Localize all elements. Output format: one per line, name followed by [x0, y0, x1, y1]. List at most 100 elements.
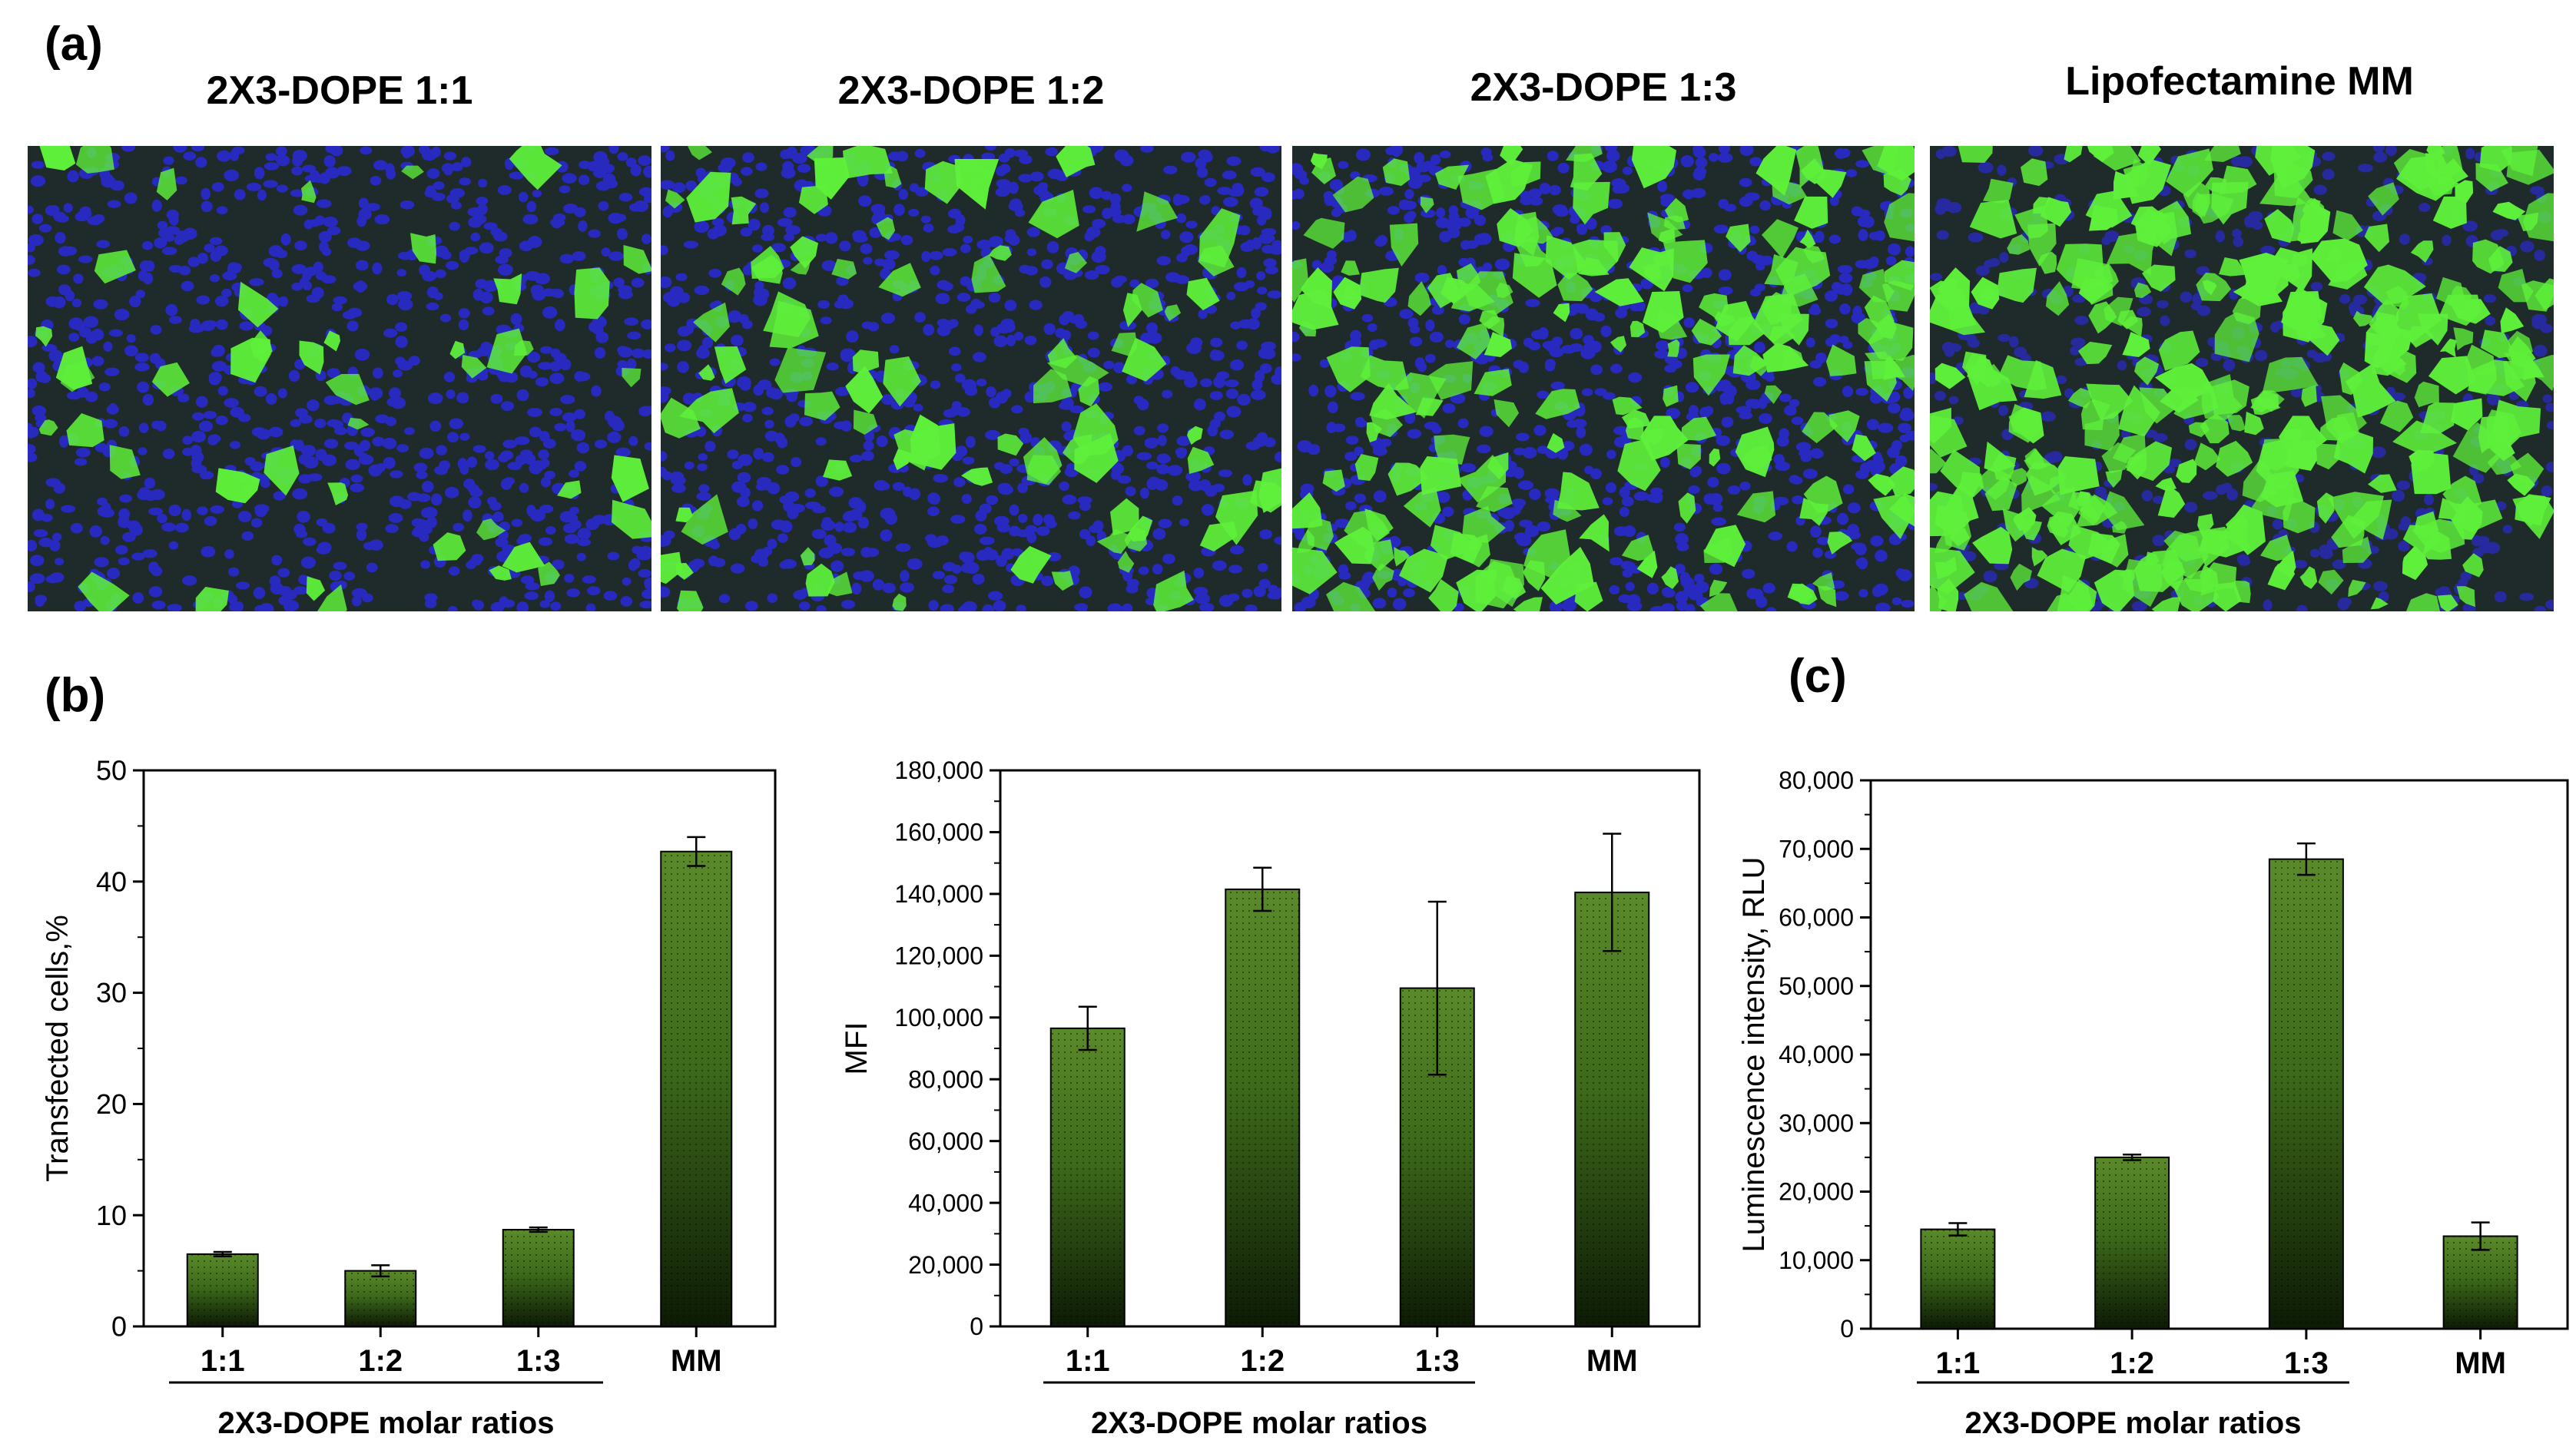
- y-tick-label: 80,000: [1779, 767, 1854, 794]
- nucleus: [1718, 379, 1732, 392]
- nucleus: [1694, 581, 1709, 594]
- nucleus: [408, 356, 420, 366]
- nucleus: [1899, 434, 1910, 443]
- nucleus: [1156, 423, 1169, 433]
- nucleus: [1258, 578, 1271, 589]
- nucleus: [370, 175, 382, 186]
- transfected-cell: [1691, 318, 1722, 346]
- transfected-cell: [893, 449, 913, 471]
- transfected-cell: [2370, 597, 2389, 610]
- nucleus: [1544, 488, 1560, 499]
- nucleus: [1126, 584, 1139, 594]
- nucleus: [1026, 227, 1040, 237]
- nucleus: [952, 565, 962, 574]
- nucleus: [61, 505, 76, 513]
- nucleus: [1238, 319, 1254, 329]
- nucleus: [1250, 389, 1266, 400]
- nucleus: [1750, 399, 1762, 409]
- nucleus: [1292, 220, 1301, 230]
- transfected-cell: [1122, 293, 1142, 327]
- nucleus: [1442, 506, 1454, 517]
- nucleus: [502, 439, 518, 449]
- nucleus: [1870, 535, 1884, 547]
- nucleus: [1585, 308, 1599, 321]
- nucleus: [518, 191, 529, 203]
- nucleus: [785, 225, 801, 235]
- nucleus: [354, 348, 370, 361]
- nucleus: [1039, 276, 1052, 288]
- nucleus: [73, 273, 84, 284]
- nucleus: [422, 506, 438, 518]
- nucleus: [900, 570, 910, 582]
- nucleus: [273, 491, 286, 501]
- nucleus: [755, 482, 767, 491]
- nucleus: [881, 530, 892, 541]
- transfected-cell: [2024, 360, 2062, 399]
- nucleus: [698, 453, 708, 462]
- nucleus: [962, 456, 975, 465]
- nucleus: [1606, 149, 1620, 162]
- nucleus: [1633, 492, 1649, 502]
- nucleus: [603, 591, 618, 601]
- nucleus: [675, 273, 688, 281]
- nucleus: [302, 270, 312, 281]
- nucleus: [500, 478, 512, 490]
- nucleus: [1326, 250, 1337, 260]
- nucleus: [783, 207, 797, 218]
- nucleus: [396, 291, 413, 301]
- nucleus: [443, 151, 457, 161]
- nucleus: [529, 462, 542, 475]
- transfected-cell: [2118, 385, 2160, 437]
- nucleus: [644, 577, 651, 588]
- transfected-cell: [1888, 466, 1915, 497]
- nucleus: [1162, 553, 1175, 565]
- nucleus: [754, 188, 769, 199]
- transfected-cell: [1579, 514, 1610, 552]
- nucleus: [1529, 196, 1543, 206]
- nucleus: [1477, 444, 1491, 454]
- transfected-cell: [2031, 547, 2048, 567]
- nucleus: [1775, 461, 1791, 472]
- nucleus: [351, 596, 362, 607]
- nucleus: [1447, 227, 1460, 239]
- transfected-cell: [1663, 240, 1708, 283]
- transfected-cell: [2259, 438, 2296, 471]
- nucleus: [1839, 303, 1851, 315]
- nucleus: [216, 319, 228, 330]
- nucleus: [1175, 194, 1190, 204]
- nucleus: [559, 511, 575, 523]
- nucleus: [1154, 479, 1169, 491]
- nucleus: [1250, 167, 1265, 177]
- nucleus: [327, 226, 341, 236]
- nucleus: [121, 146, 135, 152]
- nucleus: [2462, 220, 2478, 232]
- nucleus: [1941, 146, 1957, 157]
- nucleus: [1944, 346, 1955, 357]
- transfected-cell: [509, 146, 562, 190]
- nucleus: [118, 425, 130, 437]
- nucleus: [333, 561, 347, 571]
- nucleus: [249, 278, 264, 286]
- nucleus: [35, 413, 47, 422]
- nucleus: [211, 361, 227, 372]
- nucleus: [458, 319, 469, 331]
- nucleus: [1590, 364, 1603, 376]
- nucleus: [1579, 443, 1593, 456]
- transfected-cell: [1574, 581, 1603, 611]
- nucleus: [2248, 210, 2263, 222]
- transfected-cell: [790, 236, 818, 269]
- nucleus: [372, 436, 385, 447]
- nucleus: [1228, 593, 1240, 601]
- nucleus: [1420, 209, 1436, 218]
- nucleus: [33, 528, 48, 538]
- nucleus: [1966, 334, 1978, 345]
- nucleus: [1650, 487, 1663, 495]
- nucleus: [1129, 279, 1140, 288]
- nucleus: [1257, 286, 1268, 295]
- nucleus: [1815, 352, 1827, 364]
- transfected-cell: [2067, 388, 2091, 409]
- nucleus: [961, 493, 972, 504]
- y-tick-label: 0: [970, 1313, 983, 1340]
- nucleus: [1663, 588, 1676, 598]
